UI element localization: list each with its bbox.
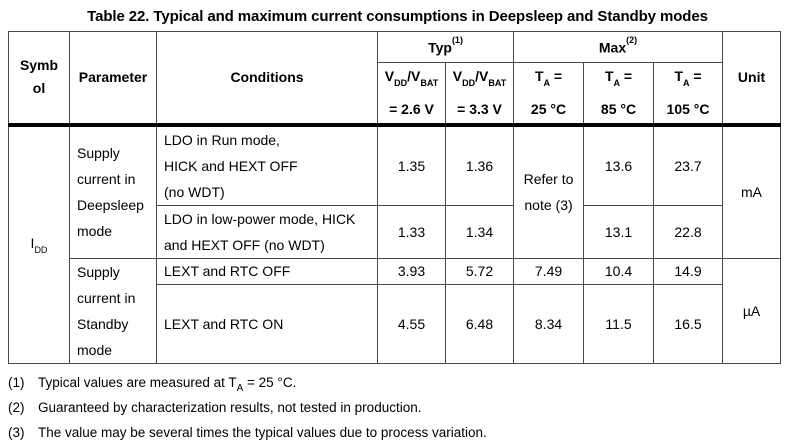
cell-parameter-deepsleep: Supply current in Deepsleep mode (69, 124, 157, 259)
footnote-2-text: Guaranteed by characterization results, … (38, 399, 422, 415)
cell-ta105-row3: 14.9 (653, 257, 724, 286)
footnote-1: (1) Typical values are measured at TA = … (8, 373, 795, 398)
col-header-unit: Unit (722, 30, 782, 127)
cell-symbol-idd: IDD (8, 124, 70, 364)
ta85-value: 85 °C (600, 100, 637, 117)
cell-typ26-row1: 1.35 (377, 124, 446, 206)
cell-typ26-row4: 4.55 (377, 284, 446, 364)
col-header-ta85: TA = 85 °C (583, 61, 655, 127)
footnote-2-number: (2) (8, 399, 25, 415)
cell-unit-ua: µA (722, 257, 782, 364)
cell-ta105-row2: 22.8 (653, 204, 724, 259)
footnote-3-text: The value may be several times the typic… (38, 425, 487, 441)
cell-conditions-row2: LDO in low-power mode, HICK and HEXT OFF… (156, 204, 378, 259)
col-header-ta105: TA = 105 °C (653, 61, 724, 127)
cell-typ26-row3: 3.93 (377, 257, 446, 286)
max-label: Max (598, 39, 627, 56)
col-header-symbol-line1: Symb (19, 57, 59, 74)
cell-ta105-row4: 16.5 (653, 284, 724, 364)
typ-label: Typ (428, 39, 452, 56)
cell-ta85-row2: 13.1 (583, 204, 655, 259)
cell-ta85-row3: 10.4 (583, 257, 655, 286)
footnote-3-number: (3) (8, 425, 25, 441)
col-header-conditions: Conditions (156, 30, 378, 127)
col-header-max: Max(2) (513, 31, 724, 63)
cell-typ33-row1: 1.36 (444, 124, 515, 206)
ta25-value: 25 °C (530, 100, 567, 117)
vdd-vbat-label: VDD/VBAT (452, 68, 507, 88)
cell-ta25-refer-note: Refer to note (3) (513, 124, 585, 259)
ta-label: TA = (534, 68, 563, 88)
ta105-value: 105 °C (666, 100, 710, 117)
col-header-parameter: Parameter (69, 30, 157, 127)
col-header-vdd-2v6: VDD/VBAT = 2.6 V (377, 61, 446, 127)
col-header-vdd-3v3: VDD/VBAT = 3.3 V (444, 61, 515, 127)
cell-conditions-row4: LEXT and RTC ON (156, 284, 378, 364)
col-header-ta25: TA = 25 °C (513, 61, 585, 127)
cell-typ26-row2: 1.33 (377, 204, 446, 259)
cell-ta25-row4: 8.34 (513, 284, 585, 364)
cell-ta85-row1: 13.6 (583, 124, 655, 206)
col-header-symbol: Symb ol (8, 30, 70, 127)
col-header-symbol-line2: ol (32, 80, 46, 97)
cell-parameter-standby: Supply current in Standby mode (69, 257, 157, 364)
footnotes: (1) Typical values are measured at TA = … (8, 373, 795, 448)
vdd-3v3-value: = 3.3 V (457, 100, 502, 117)
ta-label: TA = (604, 68, 633, 88)
typ-footnote-ref: (1) (451, 34, 463, 45)
cell-typ33-row3: 5.72 (444, 257, 515, 286)
cell-ta25-row3: 7.49 (513, 257, 585, 286)
vdd-vbat-label: VDD/VBAT (384, 68, 439, 88)
footnote-1-number: (1) (8, 374, 25, 390)
cell-conditions-row3: LEXT and RTC OFF (156, 257, 378, 286)
col-header-typ: Typ(1) (376, 31, 515, 63)
table-title: Table 22. Typical and maximum current co… (87, 8, 708, 25)
cell-conditions-row1: LDO in Run mode, HICK and HEXT OFF (no W… (156, 124, 378, 206)
ta-label: TA = (674, 68, 702, 88)
footnote-1-text: Typical values are measured at TA = 25 °… (38, 374, 297, 395)
footnote-2: (2) Guaranteed by characterization resul… (8, 398, 795, 423)
cell-typ33-row2: 1.34 (444, 204, 515, 259)
footnote-3: (3) The value may be several times the t… (8, 423, 795, 448)
data-table: Symb ol Parameter Conditions Typ(1) Max(… (8, 30, 782, 364)
vdd-2v6-value: = 2.6 V (389, 100, 434, 117)
cell-unit-ma: mA (722, 124, 782, 259)
max-footnote-ref: (2) (626, 34, 638, 45)
cell-typ33-row4: 6.48 (444, 284, 515, 364)
cell-ta105-row1: 23.7 (653, 124, 724, 206)
cell-ta85-row4: 11.5 (583, 284, 655, 364)
